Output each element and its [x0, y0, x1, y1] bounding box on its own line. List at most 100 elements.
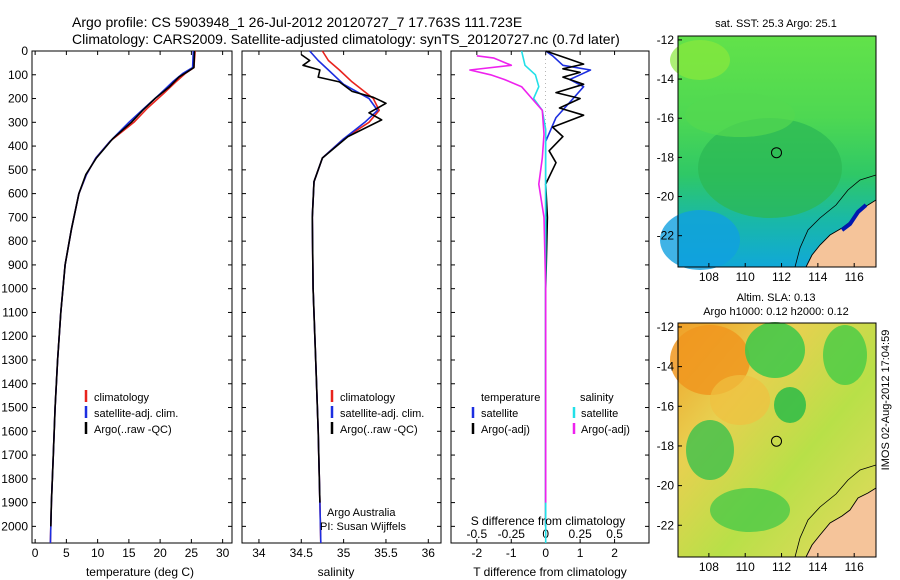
salinity-panel: 34 34.5 35 35.5 36 climatology satellite-adj.…: [241, 50, 442, 579]
t-difference-axis: -2 -1 0 1 2: [471, 51, 618, 560]
x-tick-label-5: 5: [63, 546, 70, 560]
s-difference-label: S difference from climatology: [471, 514, 626, 528]
salinity-depth-ticks: [242, 50, 441, 527]
sla-coastline: [806, 488, 876, 557]
sst-coastline: [806, 200, 876, 267]
legend-label-temperature-satellite: satellite: [481, 408, 518, 420]
x-tick-label-25: 25: [185, 546, 199, 560]
x-tick-label-1: -1: [506, 546, 517, 560]
legend-label-temperature-argo-adj: Argo(-adj): [481, 424, 530, 436]
lon-tick-label-110: 110: [736, 560, 755, 574]
salinity-series: [300, 50, 387, 544]
x-tick-label-35: 35: [337, 546, 351, 560]
difference-panel: -2 -1 0 1 2 -0.5 -0.25 0 0.25 0.5 temperature sal…: [450, 50, 650, 579]
figure-title-line1: Argo profile: CS 5903948_1 26-Jul-2012 2…: [72, 14, 522, 30]
timestamp-credit: IMOS 02-Aug-2012 17:04:59: [880, 329, 892, 471]
x-tick-label-10: 10: [91, 546, 105, 560]
x-tick-label-35-5: 35.5: [374, 546, 398, 560]
sst-profile-marker: [771, 147, 782, 159]
s-tick-label-0-5: 0.5: [606, 527, 623, 541]
lat-tick-label-12: -12: [657, 33, 675, 47]
depth-tick-label-500: 500: [8, 163, 28, 177]
depth-tick-label-1300: 1300: [1, 353, 28, 367]
sla-map-axes: 108 110 112 114 116 -12 -14 -16 -18 -20 -22: [657, 320, 864, 574]
lat-tick-label-18: -18: [657, 439, 675, 453]
sst-cold-pool: [660, 40, 842, 270]
difference-series: [469, 50, 592, 543]
sla-map-title-2: Argo h1000: 0.12 h2000: 0.12: [703, 306, 849, 318]
lat-tick-label-16: -16: [657, 111, 675, 125]
depth-tick-label-800: 800: [8, 234, 28, 248]
salinity-axes-box: [241, 50, 442, 544]
lon-tick-label-114: 114: [808, 560, 827, 574]
depth-tick-label-1600: 1600: [1, 424, 28, 438]
lon-tick-label-108: 108: [699, 560, 719, 574]
x-tick-label-20: 20: [153, 546, 167, 560]
lat-tick-label-14: -14: [657, 72, 675, 86]
series-argo-raw-qc: [300, 53, 387, 503]
temperature-legend: climatology satellite-adj. clim. Argo(..ra…: [84, 390, 178, 436]
legend-title-salinity: salinity: [580, 392, 614, 404]
lat-tick-label-16: -16: [657, 399, 675, 413]
depth-tick-label-1500: 1500: [1, 401, 28, 415]
lon-tick-label-108: 108: [699, 270, 719, 284]
difference-axes-box: [450, 50, 650, 544]
x-tick-label-2: -2: [471, 546, 482, 560]
depth-tick-label-700: 700: [8, 210, 28, 224]
series-salinity-satellite: [520, 50, 547, 543]
sla-patch-low-1: [745, 322, 805, 378]
difference-depth-ticks: [451, 50, 649, 527]
legend-label-satellite-adj-clim: satellite-adj. clim.: [94, 408, 178, 420]
depth-tick-label-2000: 2000: [1, 519, 28, 533]
sla-patch-low-3: [823, 325, 867, 385]
legend-label-satellite-adj-clim: satellite-adj. clim.: [340, 408, 424, 420]
lon-tick-label-112: 112: [772, 560, 791, 574]
lat-tick-label-22: -22: [657, 518, 675, 532]
salinity-axis: 34 34.5 35 35.5 36: [252, 51, 435, 560]
salinity-legend: climatology satellite-adj. clim. Argo(..ra…: [330, 390, 424, 436]
sla-patch-mid: [710, 375, 770, 425]
depth-tick-label-600: 600: [8, 187, 28, 201]
x-tick-label-2: 2: [611, 546, 618, 560]
temperature-axis: 0 5 10 15 20 25 30: [32, 51, 230, 560]
sst-bathymetry-contour: [794, 174, 877, 268]
depth-tick-label-100: 100: [8, 68, 28, 82]
x-tick-label-34: 34: [252, 546, 266, 560]
lon-tick-label-114: 114: [808, 270, 827, 284]
lon-tick-label-110: 110: [736, 270, 755, 284]
difference-legend: temperature salinity satellite Argo(-adj) sa…: [471, 392, 630, 436]
sst-map-frame: [677, 35, 877, 268]
sst-patch-cool: [698, 118, 842, 218]
temperature-xlabel: temperature (deg C): [86, 565, 194, 579]
depth-tick-label-400: 400: [8, 139, 28, 153]
series-argo-raw-qc: [50, 50, 196, 527]
x-tick-label-15: 15: [122, 546, 136, 560]
depth-tick-label-1200: 1200: [1, 329, 28, 343]
sla-profile-marker: [771, 435, 782, 447]
lon-tick-label-116: 116: [845, 560, 864, 574]
lat-tick-label-12: -12: [657, 320, 675, 334]
legend-label-argo-raw-qc: Argo(..raw -QC): [340, 424, 418, 436]
legend-label-salinity-argo-adj: Argo(-adj): [581, 424, 630, 436]
sst-map-title: sat. SST: 25.3 Argo: 25.1: [715, 18, 837, 30]
annotation-argo-australia: Argo Australia: [327, 507, 396, 519]
series-salinity-argo-adj: [469, 55, 547, 503]
depth-tick-label-900: 900: [8, 258, 28, 272]
sla-patch-low-5: [710, 488, 790, 532]
s-tick-label-0-25: -0.25: [498, 527, 526, 541]
depth-tick-label-200: 200: [8, 92, 28, 106]
t-difference-label: T difference from climatology: [473, 565, 627, 579]
sla-patches: [670, 322, 867, 532]
lat-tick-label-18: -18: [657, 150, 675, 164]
s-tick-label-0-25: 0.25: [568, 527, 592, 541]
sst-patch-cold: [660, 210, 740, 270]
legend-label-climatology: climatology: [340, 392, 396, 404]
depth-tick-label-1100: 1100: [2, 305, 28, 319]
sst-map-panel: sat. SST: 25.3 Argo: 25.1 108 110 112 114 11…: [657, 18, 877, 284]
lon-tick-label-112: 112: [772, 270, 791, 284]
sla-patch-low-2: [774, 387, 806, 423]
lat-tick-label-14: -14: [657, 360, 675, 374]
s-tick-label-0-5: -0.5: [466, 527, 487, 541]
temperature-panel: 0100200300400500600700800900100011001200…: [1, 44, 233, 579]
sla-map-panel: Altim. SLA: 0.13 Argo h1000: 0.12 h2000:…: [657, 292, 877, 574]
